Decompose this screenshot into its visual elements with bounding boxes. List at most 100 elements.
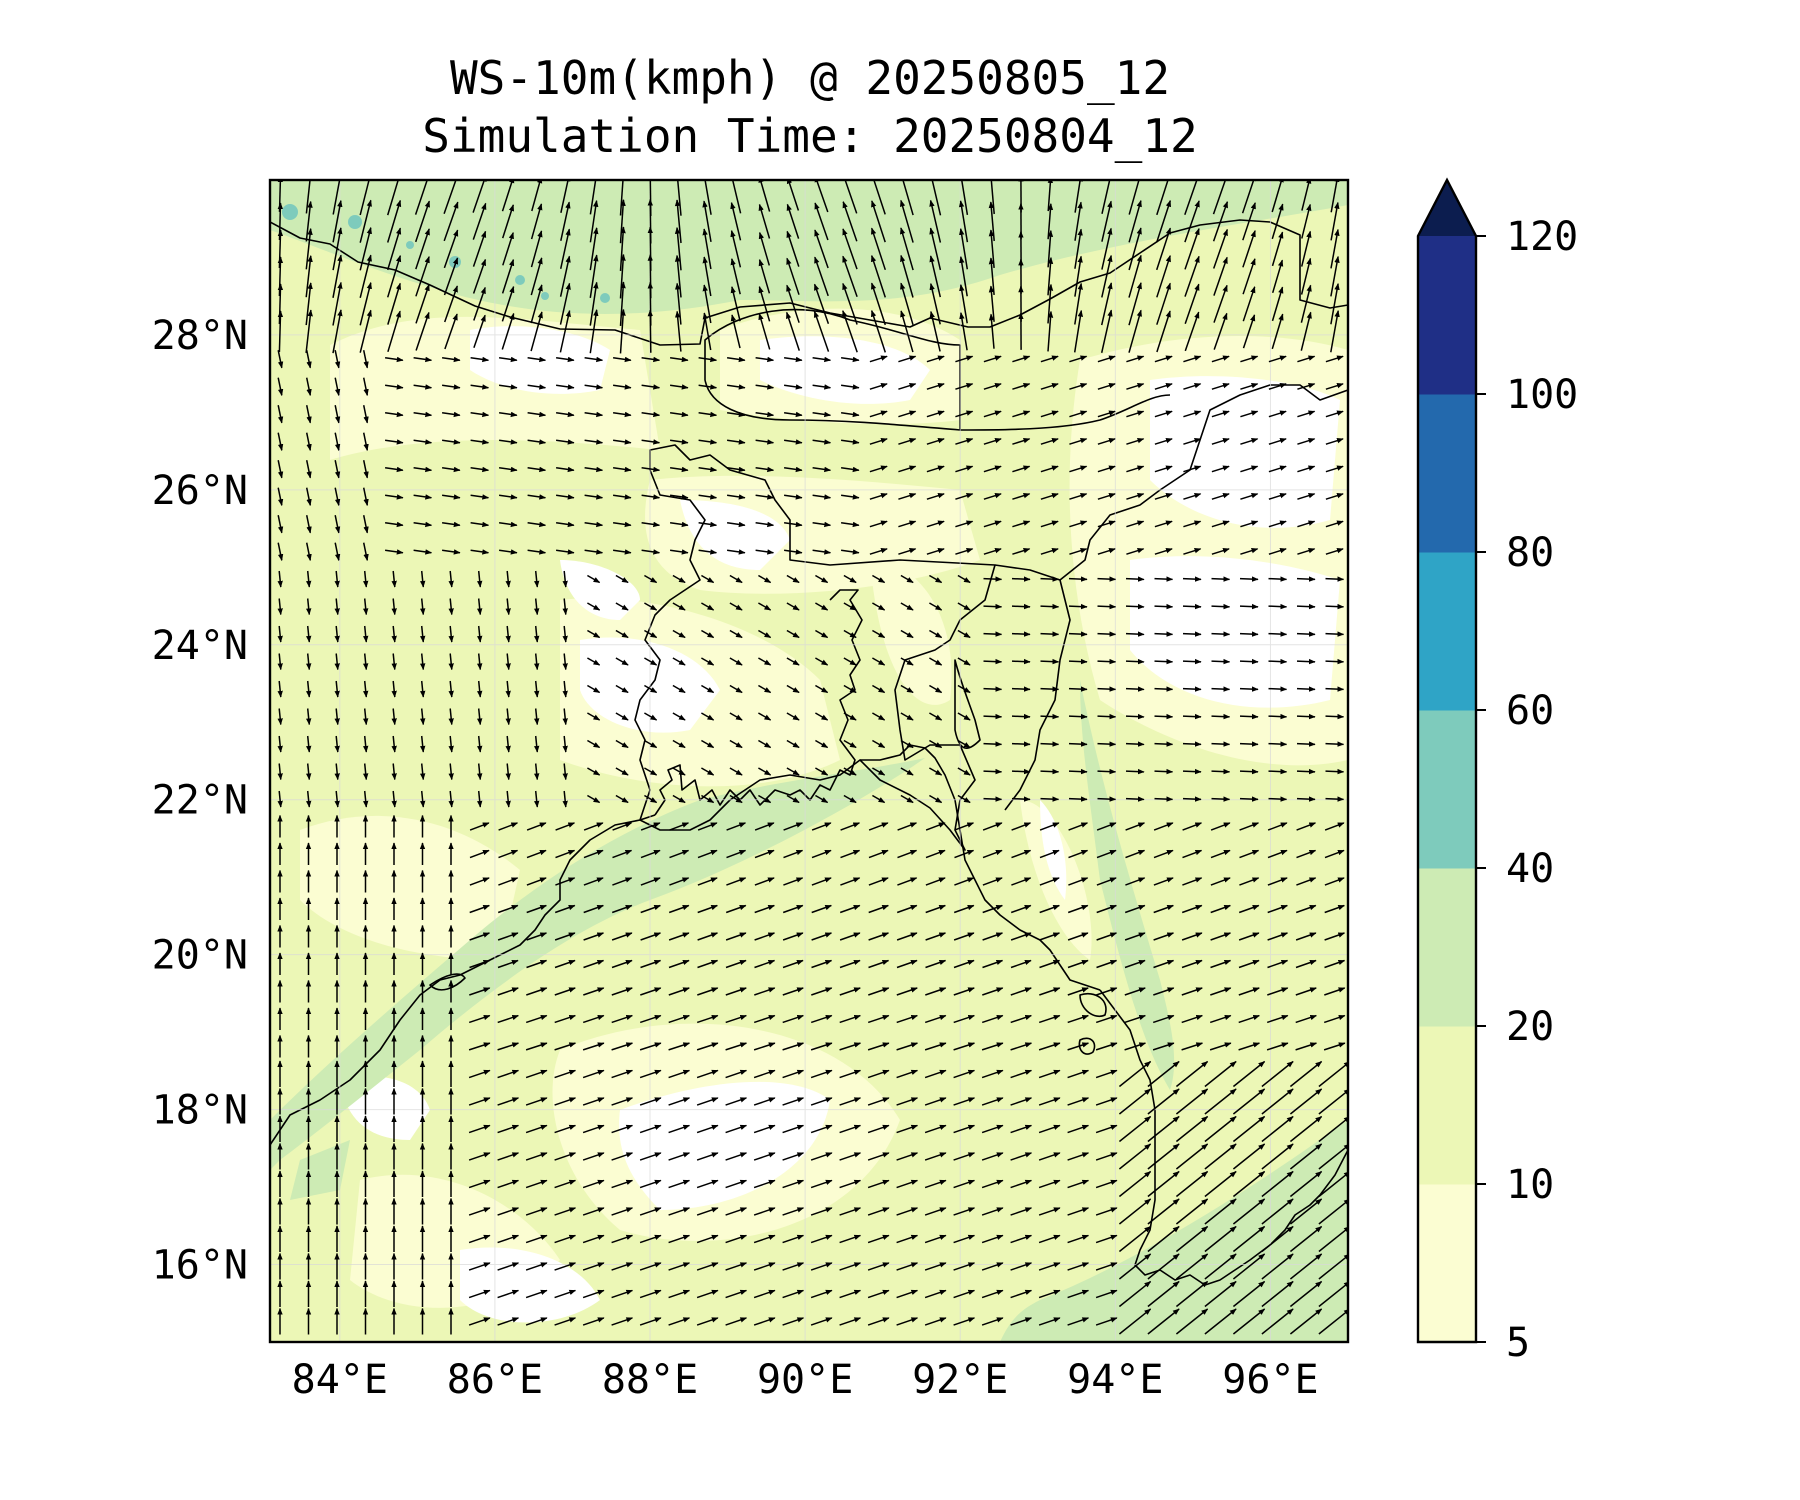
wind-vector	[415, 283, 430, 324]
wind-vector	[1097, 493, 1116, 500]
wind-vector	[1040, 603, 1060, 610]
wind-vector	[812, 384, 832, 390]
wind-vector	[1012, 465, 1031, 473]
wind-vector	[501, 204, 515, 239]
wind-vector	[277, 790, 283, 808]
wind-vector	[615, 739, 629, 749]
wind-vector	[1012, 520, 1031, 528]
wind-vector	[1182, 768, 1202, 775]
wind-vector	[555, 822, 576, 831]
wind-vector	[812, 521, 832, 528]
wind-vector	[1074, 282, 1083, 325]
wind-vector	[900, 739, 914, 749]
wind-vector	[983, 741, 1003, 747]
wind-vector	[1126, 355, 1145, 363]
wind-vector	[1040, 548, 1059, 555]
wind-vector	[501, 180, 515, 212]
wind-vector	[1125, 822, 1146, 831]
wind-vector	[641, 466, 661, 473]
wind-vector	[420, 598, 426, 616]
wind-vector	[1068, 631, 1088, 637]
wind-vector	[955, 520, 974, 528]
y-tick-label: 24°N	[152, 623, 248, 669]
wind-vector	[470, 494, 490, 500]
wind-vector	[560, 201, 571, 241]
wind-vector	[842, 255, 858, 298]
wind-vector	[1211, 768, 1231, 775]
wind-vector	[1268, 658, 1288, 665]
wind-vector	[669, 494, 689, 500]
wind-vector	[672, 739, 686, 749]
wind-vector	[589, 254, 599, 299]
wind-vector	[957, 629, 971, 639]
wind-vector	[758, 231, 771, 266]
colorbar-segment	[1418, 710, 1476, 869]
wind-vector	[448, 763, 454, 781]
wind-vector	[1154, 438, 1173, 445]
wind-vector	[1182, 741, 1202, 747]
wind-vector	[1040, 796, 1060, 802]
wind-vector	[560, 180, 571, 213]
wind-vector	[872, 712, 886, 721]
wind-vector	[1154, 713, 1174, 720]
wind-vector	[1242, 314, 1256, 349]
wind-vector	[726, 549, 746, 555]
wind-vector	[498, 411, 518, 418]
wind-vector	[470, 549, 490, 555]
wind-vector	[1040, 465, 1059, 473]
wind-vector	[1154, 658, 1174, 665]
wind-vector	[1040, 438, 1059, 445]
wind-vector	[534, 598, 540, 616]
wind-vector	[899, 227, 914, 271]
wind-vector	[843, 767, 857, 776]
colorbar-segment	[1418, 236, 1476, 395]
wind-vector	[1097, 741, 1117, 747]
wind-vector	[1268, 493, 1287, 500]
wind-vector	[755, 466, 775, 473]
wind-vector	[1039, 822, 1060, 831]
wind-vector	[277, 763, 283, 781]
colorbar-tick-label: 60	[1506, 688, 1554, 734]
wind-vector	[729, 739, 743, 749]
wind-vector	[1126, 383, 1145, 390]
wind-vector	[786, 203, 800, 239]
wind-vector	[612, 411, 632, 418]
wind-vector	[900, 712, 914, 721]
wind-vector	[1125, 603, 1145, 610]
wind-vector	[755, 439, 775, 445]
wind-vector	[758, 739, 772, 749]
wind-vector	[726, 822, 747, 831]
wind-vector	[1100, 282, 1113, 326]
wind-vector	[900, 282, 914, 326]
wind-vector	[531, 180, 543, 212]
wind-vector	[843, 657, 857, 666]
wind-vector	[755, 411, 775, 418]
wind-vector	[306, 763, 312, 781]
wind-vector	[869, 520, 888, 528]
wind-vector	[843, 794, 857, 804]
wind-vector	[1296, 658, 1316, 665]
wind-vector	[420, 763, 426, 781]
wind-vector	[1268, 520, 1287, 528]
wind-vector	[814, 256, 829, 297]
wind-vector	[1300, 257, 1312, 295]
wind-vector	[1126, 410, 1145, 418]
wind-vector	[1183, 383, 1202, 390]
wind-vector	[812, 411, 832, 418]
wind-vector	[530, 203, 543, 240]
wind-vector	[1330, 310, 1340, 353]
wind-vector	[584, 466, 604, 473]
wind-vector	[1324, 822, 1345, 831]
colorbar-tick-label: 5	[1506, 1320, 1530, 1366]
wind-vector	[477, 680, 483, 698]
wind-vector	[363, 598, 369, 616]
wind-vector	[1297, 355, 1316, 363]
wind-vectors	[277, 180, 1348, 1335]
wind-vector	[391, 790, 397, 808]
wind-vector	[473, 314, 486, 348]
wind-vector	[701, 712, 715, 721]
wind-vector	[669, 549, 689, 555]
wind-vector	[669, 822, 690, 831]
wind-vector	[701, 657, 715, 666]
wind-vector	[1212, 201, 1229, 242]
